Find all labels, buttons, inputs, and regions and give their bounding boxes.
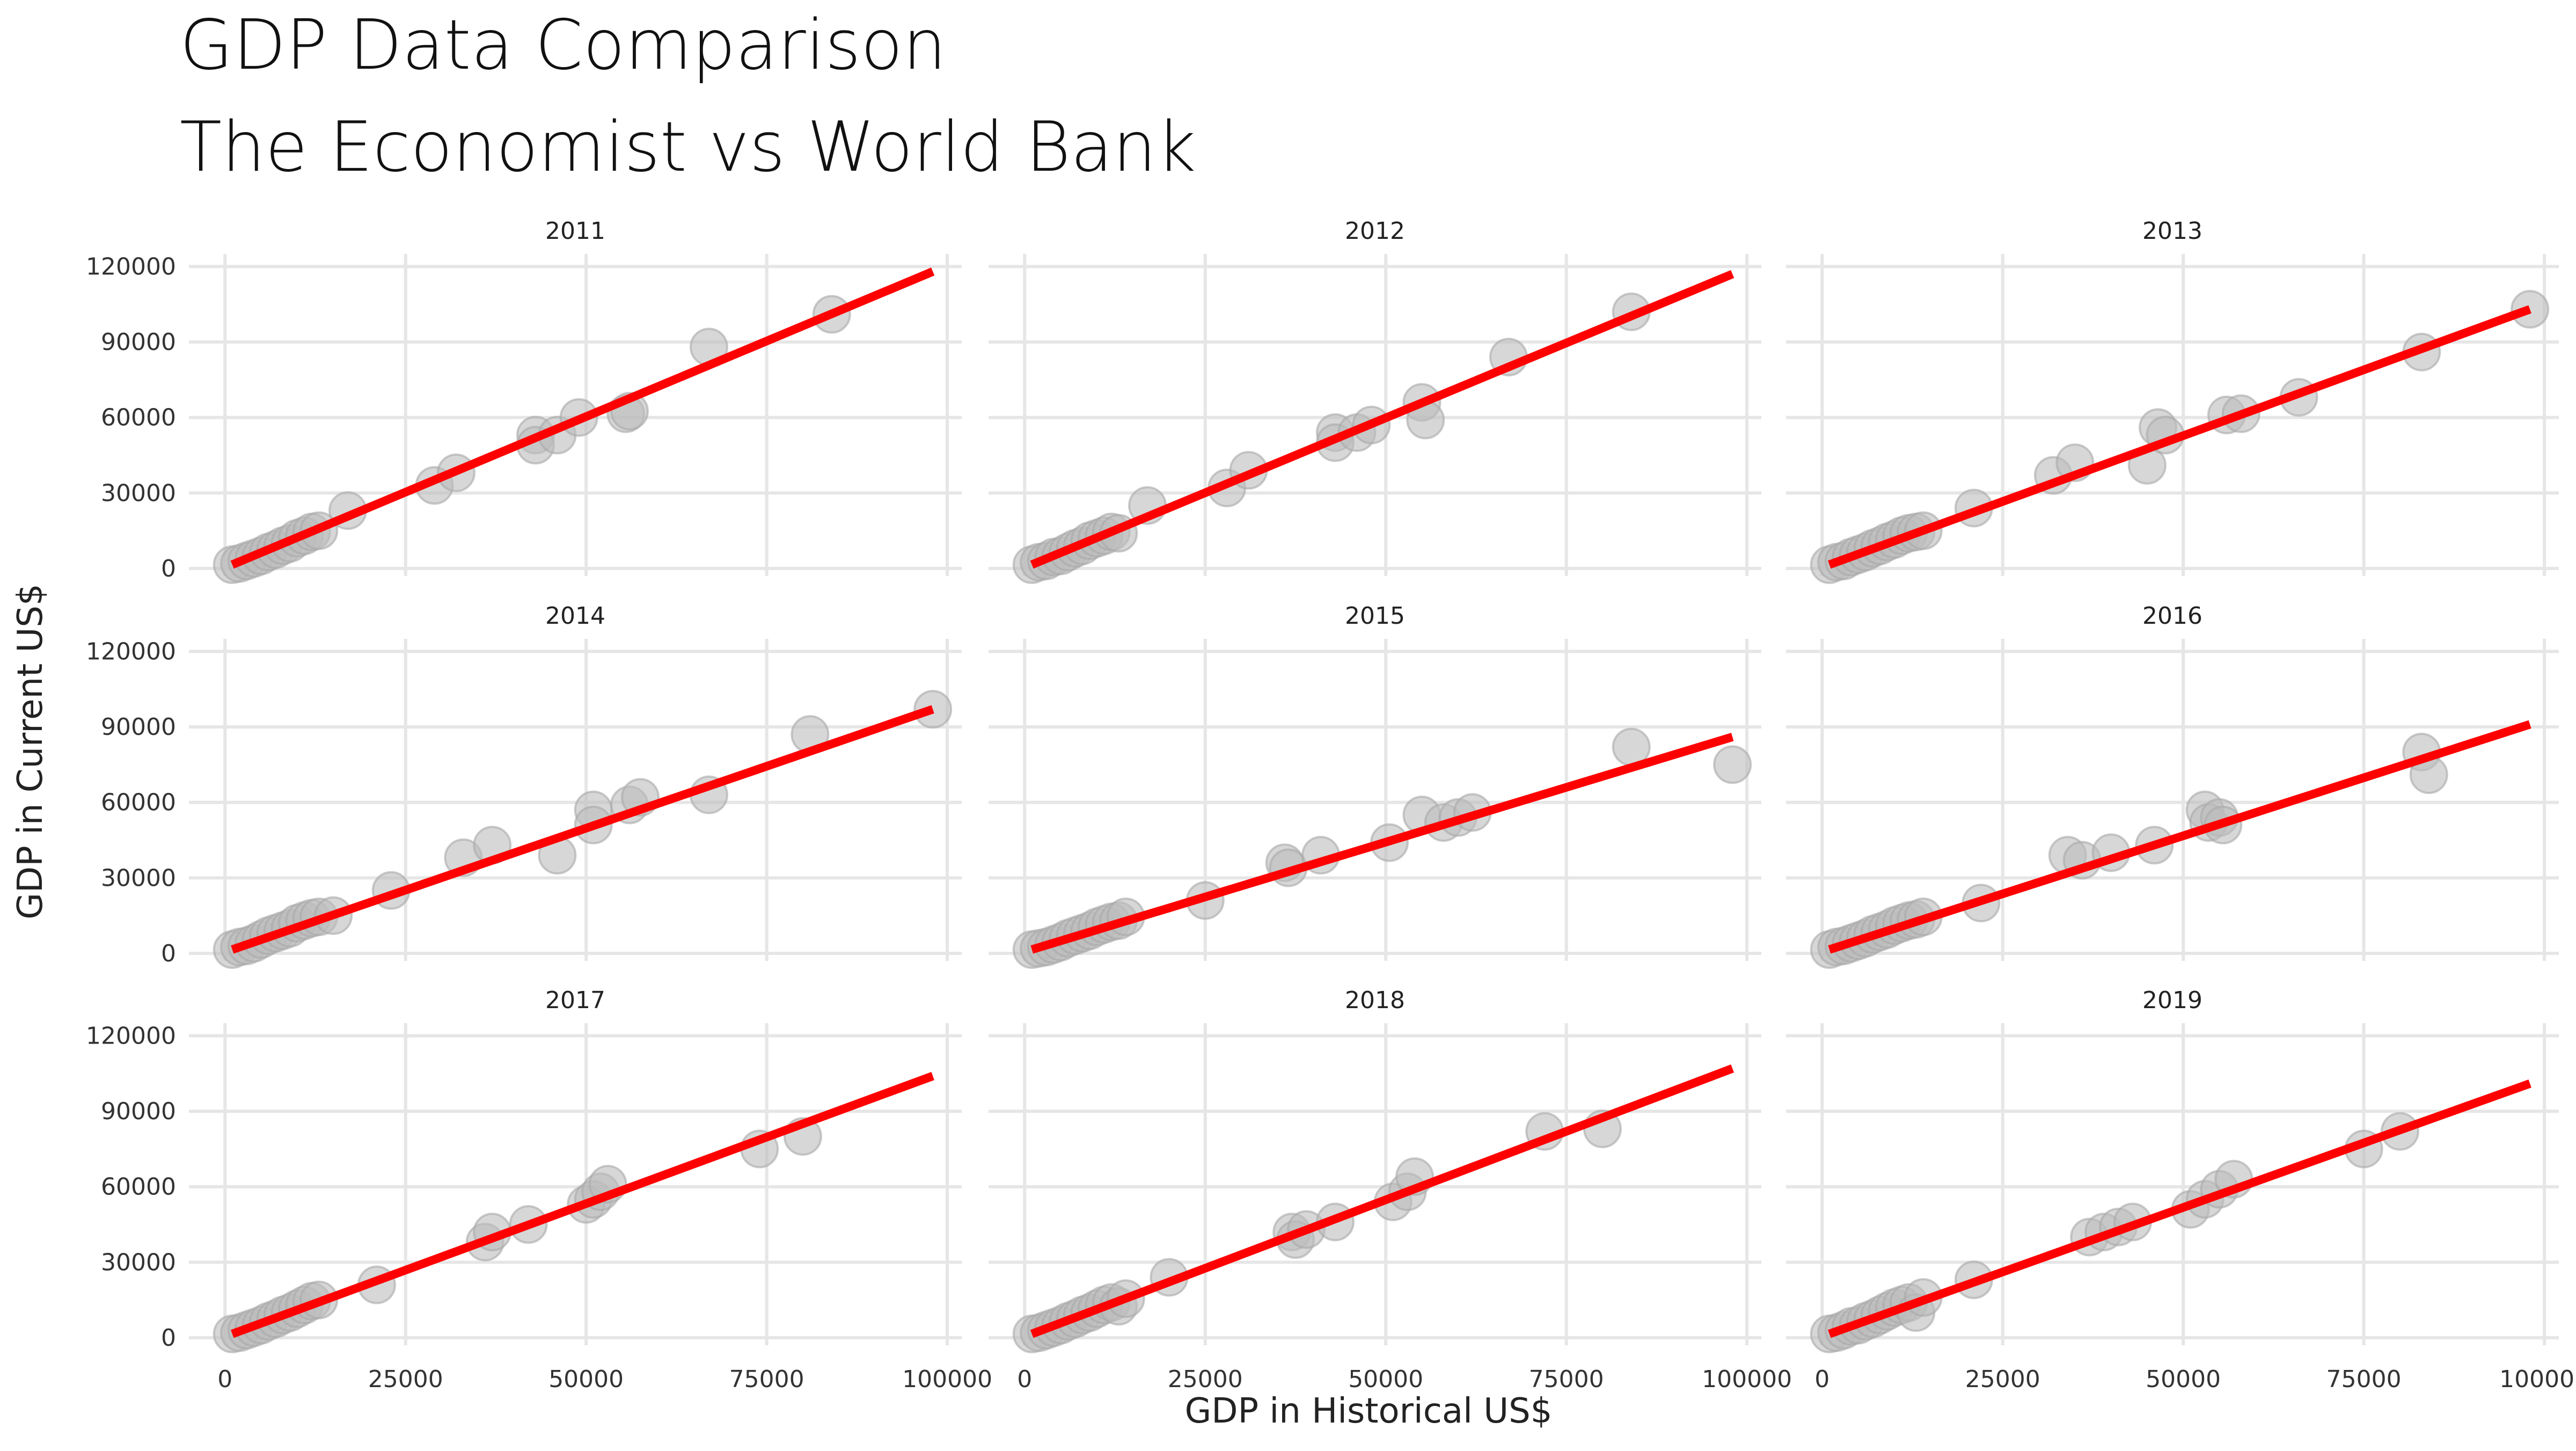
facet-panel-2017: 2017 0 30000 60000 90000 120000 0 25000 50000 750… — [86, 987, 992, 1393]
x-tick-label: 50000 — [1348, 1366, 1423, 1393]
y-tick-label: 30000 — [101, 1249, 176, 1276]
facet-label: 2018 — [1345, 987, 1405, 1014]
y-tick-label: 90000 — [101, 329, 176, 356]
facet-label: 2017 — [545, 987, 605, 1014]
fit-line — [1030, 733, 1734, 954]
chart-title: GDP Data Comparison — [180, 5, 946, 85]
y-tick-label: 120000 — [86, 1022, 176, 1049]
y-tick-label: 0 — [161, 1324, 176, 1352]
y-axis-title: GDP in Current US$ — [11, 584, 50, 919]
fit-line — [230, 267, 935, 569]
facet-label: 2011 — [545, 217, 605, 245]
y-tick-label: 0 — [161, 940, 176, 967]
facet-panel-2019: 2019 0 25000 50000 75000 100000 — [1786, 987, 2576, 1393]
y-tick-label: 120000 — [86, 253, 176, 280]
x-tick-label: 100000 — [902, 1366, 992, 1393]
facet-label: 2016 — [2142, 602, 2202, 630]
fit-line — [1828, 1079, 2531, 1338]
y-tick-label: 30000 — [101, 479, 176, 507]
facet-panel-2015: 2015 — [989, 602, 1761, 969]
x-tick-label: 0 — [1814, 1366, 1829, 1393]
x-tick-label: 50000 — [548, 1366, 624, 1393]
facet-label: 2014 — [545, 602, 605, 630]
x-tick-label: 75000 — [729, 1366, 804, 1393]
y-tick-label: 60000 — [101, 789, 176, 816]
y-tick-label: 30000 — [101, 864, 176, 892]
chart-subtitle: The Economist vs World Bank — [180, 107, 1196, 187]
x-tick-label: 0 — [217, 1366, 232, 1393]
y-tick-label: 90000 — [101, 713, 176, 741]
fit-line — [230, 1071, 934, 1338]
x-tick-label: 0 — [1017, 1366, 1032, 1393]
facet-panel-2012: 2012 — [989, 217, 1761, 584]
fit-line — [1030, 270, 1735, 569]
fit-line — [1828, 720, 2531, 954]
facet-label: 2013 — [2142, 217, 2202, 245]
y-tick-label: 60000 — [101, 1173, 176, 1201]
y-tick-label: 0 — [161, 555, 176, 582]
facet-panel-2016: 2016 — [1786, 602, 2559, 969]
fit-line — [231, 705, 934, 954]
data-point — [1713, 745, 1752, 784]
x-tick-label: 100000 — [2499, 1366, 2576, 1393]
facet-label: 2015 — [1345, 602, 1405, 630]
x-axis-title: GDP in Historical US$ — [1185, 1391, 1553, 1431]
fit-line — [1828, 305, 2531, 569]
facet-panel-2018: 2018 0 25000 50000 75000 100000 — [989, 987, 1792, 1393]
x-tick-label: 75000 — [2326, 1366, 2402, 1393]
x-tick-label: 100000 — [1702, 1366, 1792, 1393]
facet-panels: 2011 0 30000 60000 90000 120000 2012 2013 2014 0 3… — [86, 217, 2576, 1393]
x-tick-label: 25000 — [1168, 1366, 1243, 1393]
y-tick-label: 90000 — [101, 1098, 176, 1125]
x-tick-label: 25000 — [1965, 1366, 2040, 1393]
x-tick-label: 75000 — [1529, 1366, 1604, 1393]
facet-label: 2012 — [1345, 217, 1405, 245]
fit-line — [1030, 1064, 1735, 1338]
y-tick-label: 120000 — [86, 638, 176, 665]
facet-panel-2011: 2011 0 30000 60000 90000 120000 — [86, 217, 962, 584]
facet-label: 2019 — [2142, 987, 2202, 1014]
facet-panel-2013: 2013 — [1786, 217, 2559, 584]
facet-panel-2014: 2014 0 30000 60000 90000 120000 — [86, 602, 962, 969]
y-tick-label: 60000 — [101, 404, 176, 432]
x-tick-label: 25000 — [368, 1366, 443, 1393]
x-tick-label: 50000 — [2146, 1366, 2221, 1393]
